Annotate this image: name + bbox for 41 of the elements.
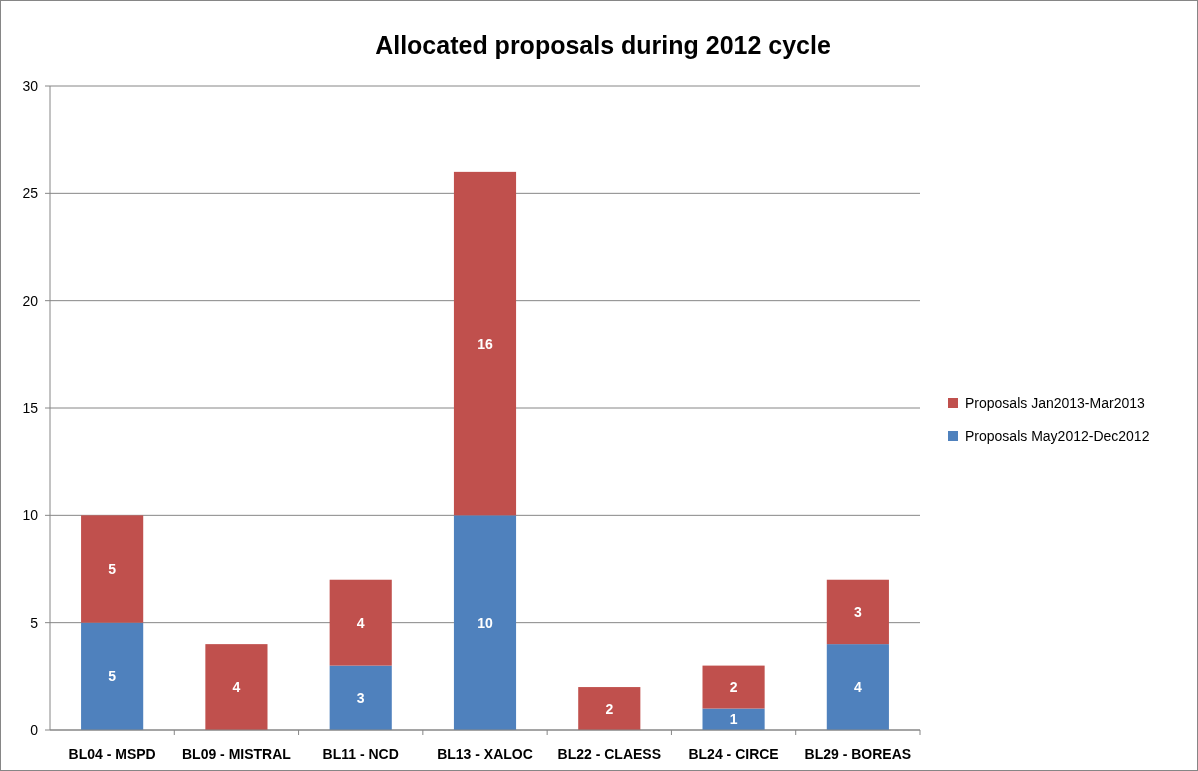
y-tick-label: 5 (30, 614, 39, 631)
data-label: 3 (853, 603, 862, 620)
y-tick-label: 10 (22, 507, 39, 524)
x-tick-label: BL29 - BOREAS (804, 746, 912, 762)
chart-title: Allocated proposals during 2012 cycle (375, 31, 831, 59)
data-label: 5 (108, 561, 117, 577)
bar (205, 644, 268, 730)
legend-label: Proposals May2012-Dec2012 (965, 428, 1150, 444)
bar (329, 665, 392, 730)
y-tick-label: 15 (22, 400, 39, 416)
x-tick-label: BL09 - MISTRAL (181, 746, 292, 762)
bar (453, 171, 517, 516)
data-label: 4 (356, 614, 365, 631)
bar (702, 665, 765, 709)
bar (702, 708, 765, 730)
data-label: 3 (356, 689, 365, 706)
y-tick-label: 20 (22, 292, 39, 309)
data-label: 10 (477, 614, 493, 631)
data-label: 1 (729, 711, 738, 728)
x-tick-label: BL24 - CIRCE (688, 746, 779, 762)
y-tick-label: 30 (22, 78, 39, 94)
y-tick-label: 0 (30, 722, 39, 738)
bar (826, 579, 889, 645)
bar (578, 687, 641, 730)
x-tick-label: BL11 - NCD (322, 746, 399, 762)
data-label: 4 (853, 679, 862, 696)
bar (81, 622, 144, 730)
bar (453, 515, 517, 730)
x-tick-label: BL13 - XALOC (437, 746, 533, 762)
data-label: 5 (108, 668, 117, 685)
bar (826, 644, 889, 730)
legend-label: Proposals Jan2013-Mar2013 (965, 395, 1145, 411)
data-label: 2 (729, 679, 738, 696)
data-label: 4 (232, 679, 241, 696)
bar (81, 515, 144, 623)
y-tick-label: 25 (22, 185, 39, 202)
x-tick-label: BL04 - MSPD (68, 746, 156, 762)
bar (329, 579, 392, 666)
x-tick-label: BL22 - CLAESS (557, 746, 662, 762)
data-label: 16 (477, 335, 493, 352)
data-label: 2 (605, 700, 614, 717)
